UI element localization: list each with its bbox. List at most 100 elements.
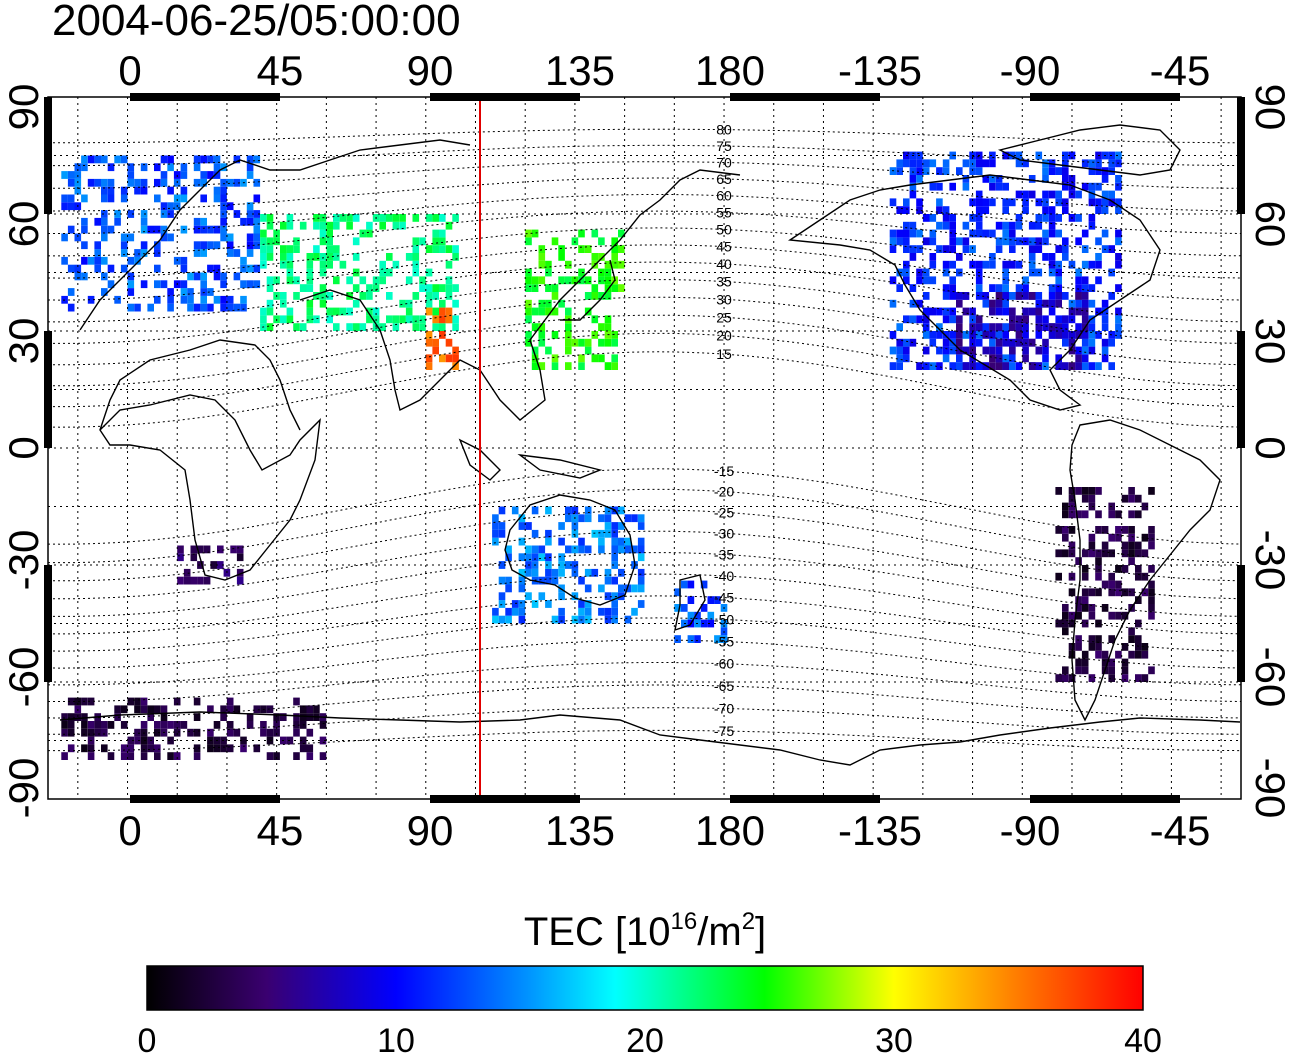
- contour-label: 35: [716, 273, 732, 289]
- tec-cell: [903, 198, 910, 207]
- tec-cell: [154, 264, 161, 273]
- tec-cell: [306, 744, 314, 753]
- tec-cell: [1015, 260, 1023, 269]
- tec-cell: [87, 295, 95, 304]
- tec-cell: [1135, 549, 1142, 558]
- tec-cell: [618, 568, 625, 577]
- tec-cell: [565, 506, 572, 515]
- tec-cell: [1002, 299, 1009, 308]
- tec-cell: [584, 338, 592, 347]
- tec-cell: [949, 346, 956, 355]
- tec-cell: [445, 354, 453, 363]
- left-lat-label: 0: [0, 436, 47, 459]
- tec-cell: [1108, 362, 1115, 370]
- tec-cell: [1042, 315, 1049, 324]
- tec-cell: [1115, 260, 1122, 269]
- tec-cell: [545, 568, 552, 577]
- tec-cell: [127, 303, 135, 312]
- tec-cell: [571, 522, 579, 530]
- tec-cell: [492, 607, 499, 616]
- tec-cell: [969, 307, 976, 316]
- tec-cell: [359, 276, 367, 285]
- tec-cell: [286, 307, 294, 316]
- graticule: [48, 97, 1241, 799]
- tec-cell: [1075, 268, 1082, 277]
- tec-cell: [916, 198, 923, 207]
- colorbar-title-end: ]: [755, 910, 766, 954]
- tec-cell: [1048, 299, 1056, 308]
- tec-cell: [584, 607, 592, 616]
- tec-cell: [306, 307, 314, 316]
- tec-cell: [1095, 588, 1102, 597]
- tec-cell: [949, 245, 956, 253]
- tec-cell: [578, 607, 585, 616]
- tec-cell: [962, 362, 970, 370]
- tec-cell: [1121, 541, 1129, 550]
- magnetic-contour: [48, 177, 1241, 212]
- tec-cell: [571, 338, 579, 347]
- tec-cell: [565, 514, 572, 523]
- tec-cell: [1101, 206, 1109, 214]
- tec-cell: [233, 178, 241, 187]
- tec-cell: [226, 744, 234, 753]
- tec-cell: [154, 721, 161, 729]
- tec-cell: [1108, 533, 1115, 542]
- tec-cell: [432, 245, 439, 253]
- tec-cell: [1115, 237, 1122, 246]
- tec-cell: [1002, 198, 1009, 207]
- tec-cell: [922, 331, 930, 339]
- tec-cell: [333, 253, 340, 261]
- tec-cell: [226, 697, 234, 706]
- tec-cell: [1009, 229, 1016, 238]
- tec-cell: [193, 155, 201, 164]
- tec-cell: [916, 245, 923, 253]
- magnetic-contour: [48, 530, 1241, 600]
- tec-cell: [1009, 307, 1016, 316]
- tec-cell: [81, 241, 88, 250]
- tec-cell: [1148, 604, 1155, 612]
- tec-cell: [217, 545, 224, 554]
- tec-cell: [386, 214, 393, 222]
- tec-cell: [995, 284, 1003, 292]
- tec-cell: [525, 237, 532, 246]
- tec-cell: [618, 545, 625, 554]
- tec-cell: [637, 600, 645, 608]
- tec-cell: [1148, 487, 1155, 495]
- tec-cell: [903, 346, 910, 355]
- tec-cell: [1115, 611, 1122, 620]
- tec-cell: [154, 752, 161, 760]
- tec-cell: [240, 303, 247, 312]
- tec-cell: [1028, 292, 1036, 300]
- tec-cell: [571, 506, 579, 515]
- tec-cell: [1148, 588, 1155, 597]
- tec-cell: [1101, 190, 1109, 199]
- coastlines: [59, 124, 1241, 766]
- tec-cell: [538, 299, 546, 308]
- tec-cell: [1148, 565, 1155, 573]
- tec-cell: [81, 721, 88, 729]
- tec-cell: [114, 210, 121, 218]
- tec-cell: [558, 253, 565, 261]
- tec-cell: [333, 221, 340, 230]
- left-lat-label: -30: [0, 530, 47, 591]
- tec-cell: [61, 194, 68, 203]
- tec-cell: [1015, 292, 1023, 300]
- tec-cell: [94, 264, 101, 273]
- tec-cell: [949, 307, 956, 316]
- tec-cell: [61, 233, 68, 242]
- tec-cell: [1128, 487, 1135, 495]
- tec-cell: [412, 323, 420, 331]
- tec-cell: [319, 284, 327, 292]
- right-lat-label: 90: [1247, 84, 1292, 131]
- tec-cell: [1081, 182, 1089, 191]
- tec-cell: [101, 744, 108, 753]
- tec-cell: [498, 576, 506, 585]
- tec-cell: [1015, 151, 1023, 160]
- tec-cell: [246, 233, 254, 242]
- tec-cell: [412, 260, 420, 269]
- right-lat-label: -60: [1247, 647, 1292, 708]
- tec-cell: [140, 178, 148, 187]
- tec-cell: [1115, 315, 1122, 324]
- tec-cell: [694, 611, 701, 620]
- tec-cell: [618, 537, 625, 546]
